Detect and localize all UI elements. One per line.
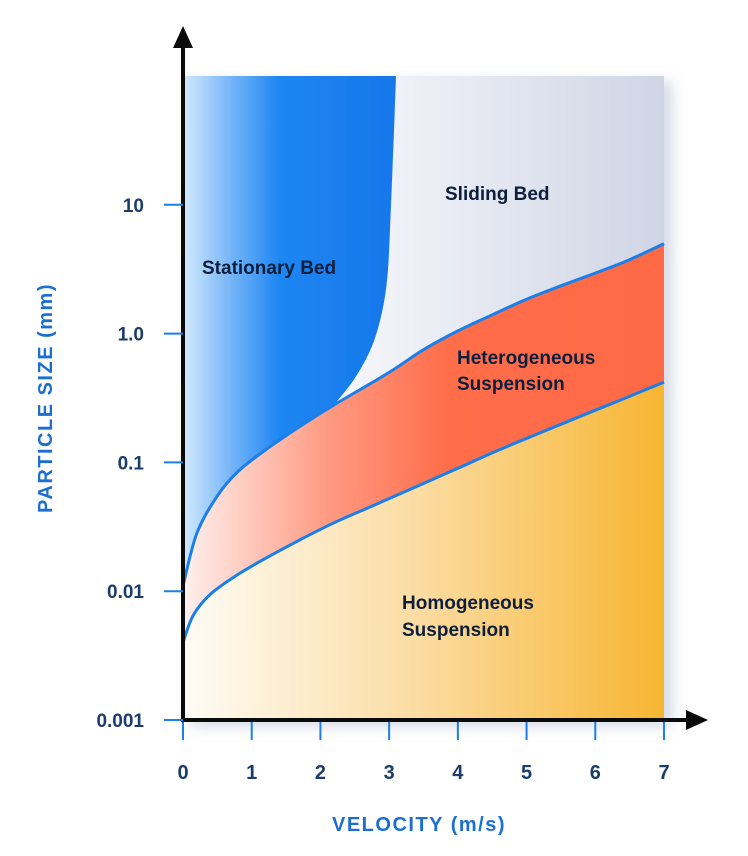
heterogeneous-suspension-region — [183, 243, 664, 643]
boundary-line-heterogeneous-homogeneous — [181, 380, 665, 644]
y-axis — [173, 26, 193, 720]
y-tick-label: 10 — [123, 196, 144, 217]
x-tick-label: 4 — [452, 762, 464, 784]
heterogeneous-label-line2: Suspension — [457, 374, 565, 395]
x-tick-label: 5 — [521, 762, 532, 784]
y-axis-arrow-icon — [173, 26, 193, 48]
x-tick-label: 1 — [246, 762, 257, 784]
region-labels: Stationary Bed Sliding Bed Heterogeneous… — [202, 184, 595, 641]
stationary-bed-label: Stationary Bed — [202, 258, 336, 279]
stationary-bed-region — [183, 76, 396, 586]
plot-regions — [183, 76, 664, 720]
homogeneous-label-line2: Suspension — [402, 620, 510, 641]
y-tick-label: 0.01 — [107, 582, 144, 603]
y-axis-title: PARTICLE SIZE (mm) — [35, 283, 57, 513]
x-axis-ticks: 0 1 2 3 4 5 6 7 — [177, 722, 670, 784]
heterogeneous-label-line1: Heterogeneous — [457, 348, 595, 369]
x-tick-label: 2 — [315, 762, 326, 784]
y-axis-ticks: 0.001 0.01 0.1 1.0 10 — [96, 196, 183, 732]
y-tick-label: 0.001 — [96, 711, 144, 732]
sliding-bed-label: Sliding Bed — [445, 184, 550, 205]
x-tick-label: 7 — [658, 762, 669, 784]
x-tick-label: 0 — [177, 762, 188, 784]
homogeneous-suspension-region — [183, 382, 664, 720]
x-axis-arrow-icon — [686, 710, 708, 730]
x-axis — [181, 710, 708, 730]
x-axis-title: VELOCITY (m/s) — [332, 814, 506, 836]
boundary-line-bed-suspension — [181, 242, 665, 587]
y-tick-label: 0.1 — [118, 453, 145, 474]
homogeneous-label-line1: Homogeneous — [402, 593, 534, 614]
y-tick-label: 1.0 — [118, 325, 144, 346]
x-tick-label: 6 — [590, 762, 601, 784]
x-tick-label: 3 — [384, 762, 395, 784]
